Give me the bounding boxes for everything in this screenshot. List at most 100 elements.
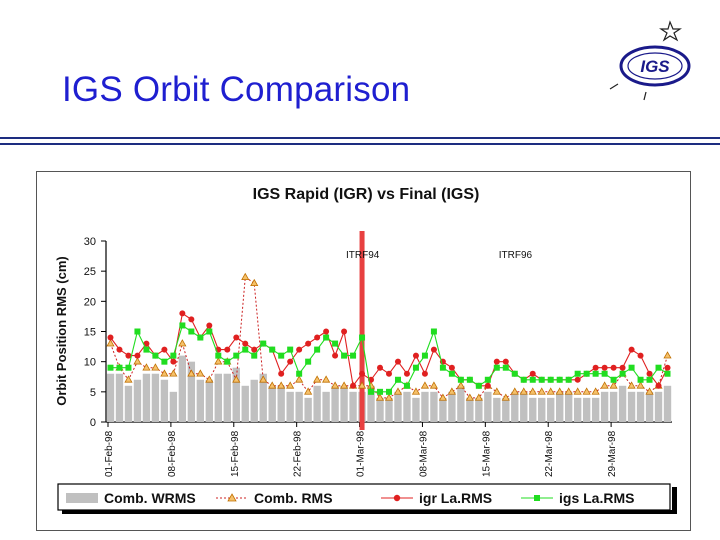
wrms-bar bbox=[502, 397, 510, 422]
igr-point bbox=[619, 364, 626, 371]
igs-point bbox=[646, 376, 653, 383]
wrms-bar bbox=[457, 385, 465, 422]
rms-point bbox=[411, 387, 421, 395]
wrms-bar bbox=[511, 391, 519, 422]
orbit-comparison-chart: IGS Rapid (IGR) vs Final (IGS) Orbit Posi… bbox=[54, 186, 677, 514]
igr-point bbox=[403, 370, 410, 377]
x-tick-label: 29-Mar-98 bbox=[607, 430, 618, 477]
igr-point bbox=[116, 346, 123, 353]
igs-point bbox=[359, 334, 366, 341]
igs-point bbox=[215, 352, 222, 359]
rms-point bbox=[313, 375, 322, 383]
igs-point bbox=[430, 328, 437, 335]
rms-point bbox=[420, 381, 430, 389]
igr-point bbox=[341, 328, 348, 335]
rms-point bbox=[528, 387, 537, 395]
igr-point bbox=[125, 352, 132, 359]
igs-point bbox=[350, 352, 357, 359]
igs-point bbox=[332, 340, 339, 347]
rms-point bbox=[205, 375, 214, 383]
rms-point bbox=[304, 387, 313, 395]
wrms-bar bbox=[385, 397, 393, 422]
star-icon bbox=[659, 20, 682, 42]
igr-point bbox=[646, 370, 653, 377]
wrms-bar bbox=[124, 385, 133, 422]
rms-point bbox=[663, 351, 672, 359]
rms-point bbox=[393, 387, 403, 395]
rms-point bbox=[456, 381, 465, 389]
igr-point bbox=[233, 334, 240, 341]
igs-point bbox=[125, 364, 132, 371]
igs-point bbox=[475, 382, 482, 389]
igr-point bbox=[278, 370, 285, 377]
wrms-bar bbox=[304, 397, 312, 422]
wrms-bar bbox=[520, 391, 528, 422]
igs-point bbox=[637, 376, 644, 383]
igr-point bbox=[637, 352, 644, 359]
rms-point bbox=[169, 369, 178, 377]
wrms-bar bbox=[133, 379, 142, 422]
wrms-bar bbox=[663, 385, 672, 422]
rms-point bbox=[295, 375, 304, 383]
igr-point bbox=[161, 346, 168, 353]
igs-point bbox=[251, 352, 258, 359]
annotation-label: ITRF96 bbox=[499, 250, 533, 261]
rms-point bbox=[268, 381, 277, 389]
igr-point bbox=[323, 328, 330, 335]
igs-point bbox=[107, 364, 114, 371]
igr-point bbox=[296, 346, 303, 353]
wrms-bar bbox=[448, 391, 456, 422]
y-tick-label: 0 bbox=[90, 417, 96, 429]
wrms-bar bbox=[609, 391, 618, 422]
wrms-bar bbox=[196, 379, 205, 422]
wrms-bar bbox=[529, 397, 537, 422]
igs-point bbox=[457, 376, 464, 383]
wrms-bar bbox=[169, 391, 178, 422]
legend-box bbox=[57, 483, 671, 511]
igr-point bbox=[305, 340, 312, 347]
igs-point bbox=[547, 376, 554, 383]
igs-logo: IGS bbox=[609, 20, 691, 101]
igs-point bbox=[341, 352, 348, 359]
igs-point bbox=[412, 364, 419, 371]
wrms-bar bbox=[564, 391, 573, 422]
rms-point bbox=[375, 393, 385, 401]
rms-point bbox=[277, 381, 286, 389]
igs-point bbox=[206, 328, 213, 335]
igs-point bbox=[655, 364, 662, 371]
wrms-bar bbox=[475, 397, 483, 422]
igs-point bbox=[152, 352, 159, 359]
rms-point bbox=[142, 363, 151, 371]
igs-point bbox=[421, 352, 428, 359]
wrms-bar bbox=[573, 397, 582, 422]
igs-point bbox=[233, 352, 240, 359]
rms-point bbox=[151, 363, 160, 371]
igr-point bbox=[448, 364, 455, 371]
igr-point bbox=[574, 376, 581, 383]
title-rule-top bbox=[0, 137, 720, 139]
igs-point bbox=[305, 358, 312, 365]
igr-point bbox=[359, 370, 366, 377]
igs-point bbox=[377, 388, 384, 395]
wrms-bar bbox=[618, 385, 627, 422]
logo-text: IGS bbox=[640, 57, 670, 76]
rms-point bbox=[609, 381, 618, 389]
igs-point bbox=[386, 388, 392, 395]
wrms-bar bbox=[645, 391, 654, 422]
wrms-bar bbox=[582, 397, 591, 422]
igs-point bbox=[466, 376, 473, 383]
wrms-bar bbox=[403, 391, 411, 422]
igr-point bbox=[206, 322, 213, 329]
igr-point bbox=[655, 382, 662, 389]
legend-wrms-label: Comb. WRMS bbox=[104, 490, 196, 506]
igr-point bbox=[242, 340, 249, 347]
wrms-bar bbox=[277, 385, 285, 422]
y-axis-label: Orbit Position RMS (cm) bbox=[54, 256, 69, 406]
igr-point bbox=[628, 346, 635, 353]
wrms-bar bbox=[430, 391, 438, 422]
wrms-bar bbox=[322, 391, 330, 422]
y-tick-label: 30 bbox=[84, 236, 96, 248]
wrms-bar bbox=[421, 391, 429, 422]
rms-point bbox=[582, 387, 591, 395]
igs-point bbox=[296, 370, 303, 377]
